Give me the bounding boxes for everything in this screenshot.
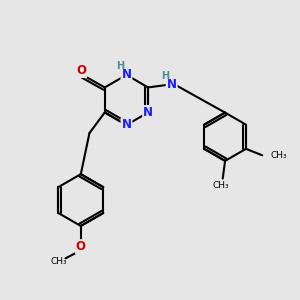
Text: N: N bbox=[143, 106, 153, 119]
Text: N: N bbox=[122, 118, 131, 131]
Text: N: N bbox=[122, 68, 131, 81]
Text: CH₃: CH₃ bbox=[213, 181, 230, 190]
Text: O: O bbox=[76, 240, 86, 253]
Text: O: O bbox=[76, 64, 86, 77]
Text: N: N bbox=[167, 78, 177, 91]
Text: CH₃: CH₃ bbox=[270, 151, 287, 160]
Text: CH₃: CH₃ bbox=[51, 257, 67, 266]
Text: H: H bbox=[116, 61, 124, 71]
Text: H: H bbox=[161, 71, 169, 81]
